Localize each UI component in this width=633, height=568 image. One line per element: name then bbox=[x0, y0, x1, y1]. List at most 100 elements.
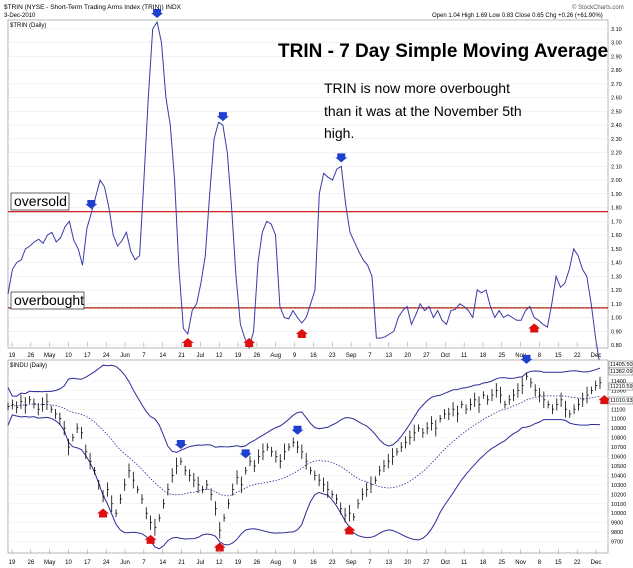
date-tick-label: 26 bbox=[254, 353, 261, 359]
date-tick-label: 16 bbox=[310, 560, 317, 566]
date-tick-label: 25 bbox=[498, 353, 505, 359]
date-tick-label: 9 bbox=[293, 560, 297, 566]
trin-y-tick-label: 3.10 bbox=[611, 27, 622, 33]
date-tick-label: 15 bbox=[555, 353, 562, 359]
date-tick-label: 16 bbox=[310, 353, 317, 359]
date-tick-label: 20 bbox=[404, 353, 411, 359]
date-tick-label: Oct bbox=[441, 560, 451, 566]
date-tick-label: Nov bbox=[515, 560, 526, 566]
date-tick-label: 27 bbox=[423, 353, 430, 359]
trin-y-tick-label: 2.10 bbox=[611, 164, 622, 170]
trin-y-tick-label: 0.90 bbox=[611, 329, 622, 335]
date-tick-label: 7 bbox=[142, 353, 146, 359]
date-tick-label: May bbox=[44, 353, 55, 359]
date-tick-label: 12 bbox=[216, 353, 223, 359]
bollinger-lower bbox=[7, 414, 601, 550]
date-tick-label: 22 bbox=[574, 560, 581, 566]
date-axis-top: 19 26 May 10 17 24 Jun 7 14 21 Jul 12 19 26 Aug 9 16 23 Se… bbox=[9, 342, 602, 359]
price-label: 11210.59 bbox=[610, 384, 633, 390]
date-tick-label: 12 bbox=[216, 560, 223, 566]
indu-y-tick-label: 10400 bbox=[611, 473, 626, 479]
date-tick-label: 11 bbox=[461, 560, 468, 566]
chart-date: 3-Dec-2010 bbox=[4, 13, 36, 19]
indu-y-tick-label: 10000 bbox=[611, 511, 626, 517]
date-tick-label: Jun bbox=[120, 560, 130, 566]
indu-y-tick-label: 10600 bbox=[611, 455, 626, 461]
date-tick-label: Sep bbox=[346, 353, 357, 359]
indu-y-tick-label: 10200 bbox=[611, 492, 626, 498]
trin-y-tick-label: 1.10 bbox=[611, 302, 622, 308]
trin-gridlines bbox=[8, 28, 608, 346]
indu-down-arrow bbox=[291, 425, 304, 435]
indu-up-arrow bbox=[343, 525, 356, 535]
trin-y-tick-label: 1.80 bbox=[611, 206, 622, 212]
indu-down-arrow bbox=[520, 354, 533, 364]
date-tick-label: Dec bbox=[591, 353, 602, 359]
date-tick-label: 8 bbox=[538, 560, 542, 566]
symbol-line: $TRIN (NYSE - Short-Term Trading Arms In… bbox=[4, 4, 182, 11]
trin-y-tick-label: 2.70 bbox=[611, 82, 622, 88]
date-tick-label: 8 bbox=[538, 353, 542, 359]
trin-down-arrow bbox=[151, 9, 164, 18]
indu-up-arrow bbox=[97, 508, 110, 518]
trin-y-tick-label: 2.90 bbox=[611, 54, 622, 60]
date-tick-label: 26 bbox=[254, 560, 261, 566]
trin-y-tick-label: 3.00 bbox=[611, 41, 622, 47]
trin-y-tick-label: 1.40 bbox=[611, 261, 622, 267]
date-tick-label: 26 bbox=[27, 353, 34, 359]
trin-y-tick-label: 2.80 bbox=[611, 68, 622, 74]
date-tick-label: 13 bbox=[385, 560, 392, 566]
trin-series-line bbox=[7, 20, 601, 366]
trin-arrows bbox=[85, 9, 541, 347]
price-label-box bbox=[608, 396, 633, 405]
date-axis-bottom: 19 26 May 10 17 24 Jun 7 14 21 Jul 12 19 26 Aug 9 16 23 Se… bbox=[9, 549, 601, 566]
indu-price-bars bbox=[7, 372, 602, 539]
date-tick-label: 17 bbox=[84, 353, 91, 359]
trin-y-tick-label: 1.20 bbox=[611, 288, 622, 294]
trin-up-arrow bbox=[181, 338, 194, 347]
date-tick-label: 24 bbox=[103, 353, 110, 359]
indu-up-arrow bbox=[598, 395, 611, 405]
indu-y-tick-label: 10300 bbox=[611, 483, 626, 489]
trin-y-tick-label: 1.30 bbox=[611, 274, 622, 280]
trin-y-tick-label: 2.40 bbox=[611, 123, 622, 129]
date-tick-label: 24 bbox=[103, 560, 110, 566]
trin-y-tick-label: 2.30 bbox=[611, 137, 622, 143]
date-tick-label: Jul bbox=[197, 560, 205, 566]
indu-up-arrow bbox=[144, 534, 157, 544]
oversold-label-box bbox=[10, 192, 70, 211]
date-tick-label: 19 bbox=[235, 353, 242, 359]
note-line-1: TRIN is now more overbought bbox=[324, 80, 510, 96]
trin-up-arrow bbox=[243, 338, 256, 347]
trin-y-axis: 0.80 0.90 1.00 1.10 1.20 1.30 1.40 1.50 1.60 1.70… bbox=[611, 27, 622, 349]
indu-y-tick-label: 10900 bbox=[611, 426, 626, 432]
date-tick-label: 21 bbox=[178, 560, 185, 566]
indu-y-tick-label: 11300 bbox=[611, 388, 626, 394]
indu-y-tick-label: 11400 bbox=[611, 379, 626, 385]
date-tick-label: 14 bbox=[159, 353, 166, 359]
date-tick-label: 19 bbox=[9, 353, 16, 359]
indu-y-tick-label: 11000 bbox=[611, 417, 626, 423]
indu-y-tick-label: 11100 bbox=[611, 407, 625, 413]
date-tick-label: 19 bbox=[9, 560, 16, 566]
indu-y-tick-label: 9700 bbox=[611, 540, 623, 546]
indu-gridlines bbox=[8, 380, 608, 542]
date-tick-label: May bbox=[44, 560, 55, 566]
date-tick-label: Jul bbox=[197, 353, 205, 359]
bollinger-upper bbox=[7, 364, 601, 453]
trin-y-tick-label: 1.90 bbox=[611, 192, 622, 198]
date-tick-label: 10 bbox=[65, 560, 72, 566]
note-line-3: high. bbox=[324, 125, 354, 141]
date-tick-label: Aug bbox=[270, 353, 281, 359]
date-tick-label: 10 bbox=[65, 353, 72, 359]
trin-up-arrow bbox=[528, 323, 541, 333]
trin-down-arrow bbox=[335, 153, 348, 163]
indu-y-tick-label: 10700 bbox=[611, 445, 626, 451]
date-tick-label: 7 bbox=[142, 560, 146, 566]
indu-arrows bbox=[97, 354, 611, 552]
trin-panel bbox=[7, 19, 609, 349]
date-tick-label: 18 bbox=[480, 560, 487, 566]
date-tick-label: 27 bbox=[423, 560, 430, 566]
